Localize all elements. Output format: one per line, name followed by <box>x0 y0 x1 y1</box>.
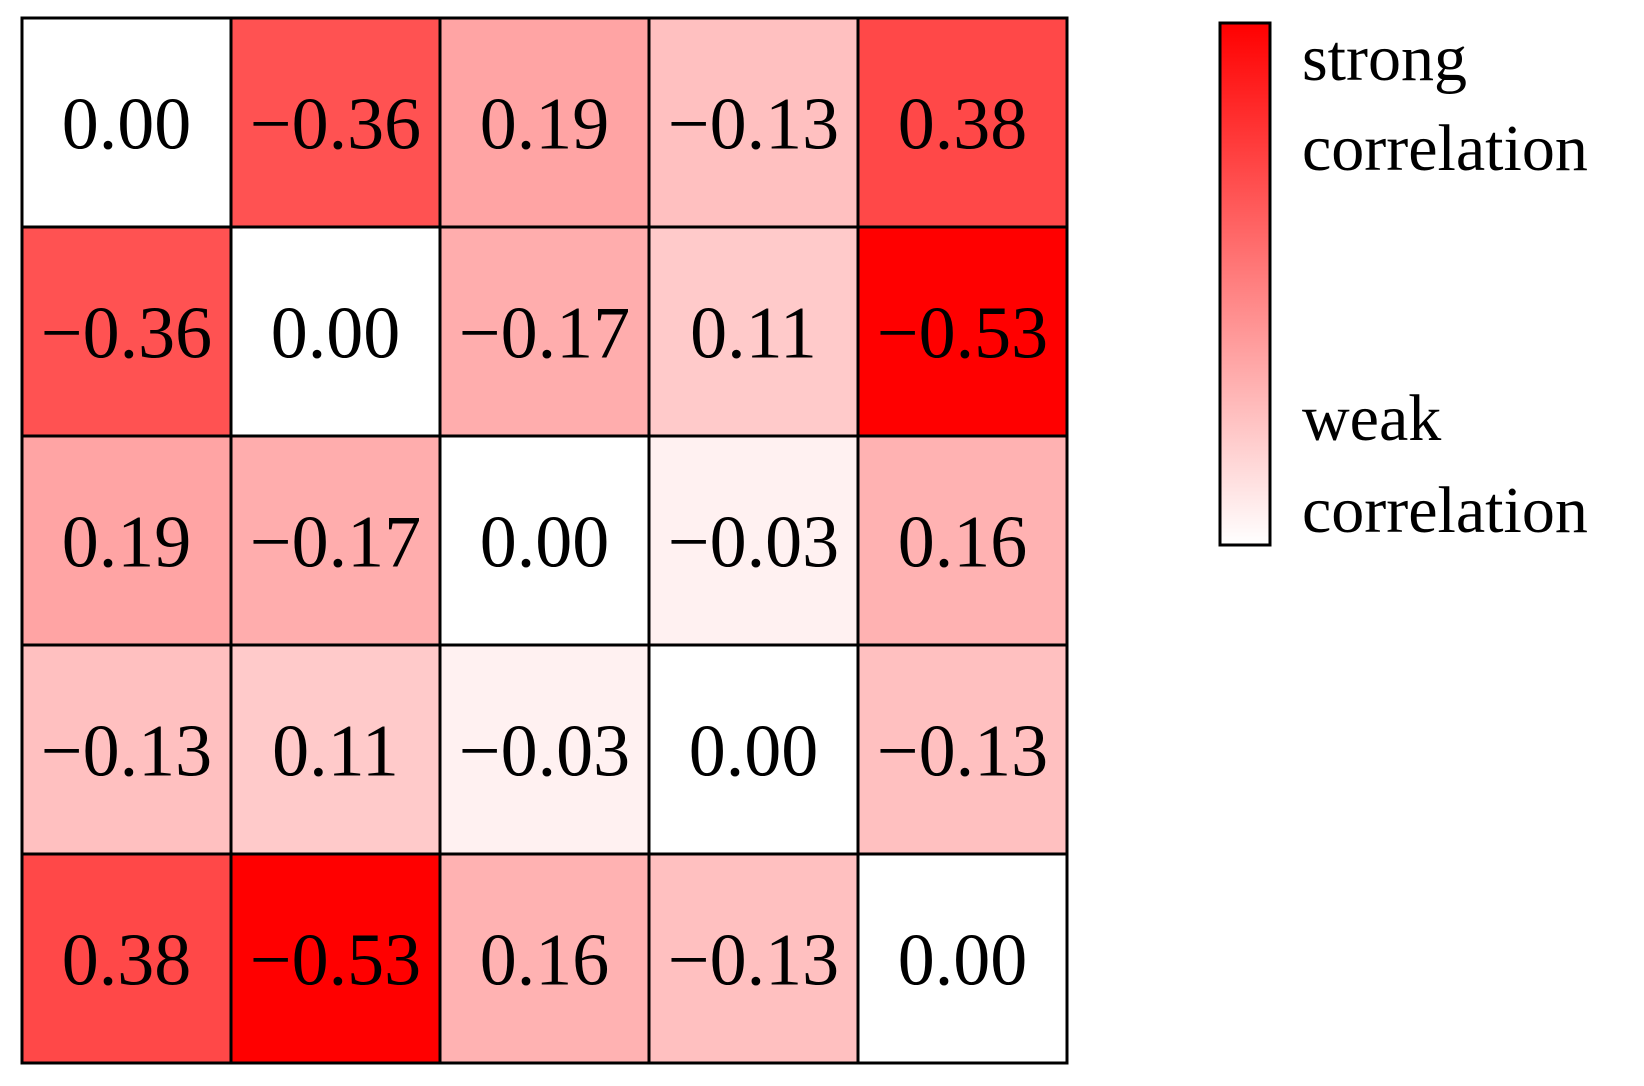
heatmap-cell-label-r2-c2: 0.00 <box>480 502 610 584</box>
heatmap-cell-r1-c4 <box>856 225 1069 438</box>
heatmap-cell-label-r2-c1: −0.17 <box>250 502 421 584</box>
heatmap-cell-r2-c1 <box>229 434 442 647</box>
heatmap-cell-label-r3-c4: −0.13 <box>877 711 1048 793</box>
legend-low-label-line2: correlation <box>1302 474 1588 547</box>
heatmap-cell-r3-c1 <box>229 643 442 856</box>
heatmap-cell-r0-c3 <box>647 16 860 229</box>
legend-low-label-line1: weak <box>1302 382 1441 455</box>
heatmap-cell-r2-c3 <box>647 434 860 647</box>
legend-high-label-line2: correlation <box>1302 112 1588 185</box>
heatmap-cell-r4-c4 <box>856 852 1069 1065</box>
heatmap-cell-r4-c2 <box>438 852 651 1065</box>
heatmap-cell-r3-c0 <box>20 643 233 856</box>
heatmap-cell-label-r4-c2: 0.16 <box>480 920 610 1002</box>
heatmap-cell-label-r4-c0: 0.38 <box>62 920 192 1002</box>
heatmap-cell-label-r3-c0: −0.13 <box>41 711 212 793</box>
heatmap-cell-r0-c1 <box>229 16 442 229</box>
heatmap-cell-label-r0-c0: 0.00 <box>62 84 192 166</box>
heatmap-cell-label-r2-c3: −0.03 <box>668 502 839 584</box>
heatmap-cell-label-r0-c4: 0.38 <box>898 84 1028 166</box>
heatmap-cell-label-r4-c4: 0.00 <box>898 920 1028 1002</box>
heatmap-cell-label-r4-c3: −0.13 <box>668 920 839 1002</box>
heatmap-cell-label-r3-c3: 0.00 <box>689 711 819 793</box>
color-legend: strong correlation weak correlation <box>1218 21 1588 547</box>
heatmap-cell-label-r2-c0: 0.19 <box>62 502 192 584</box>
heatmap-cell-r1-c0 <box>20 225 233 438</box>
heatmap-cell-label-r2-c4: 0.16 <box>898 502 1028 584</box>
heatmap-cell-label-r0-c2: 0.19 <box>480 84 610 166</box>
legend-colorbar <box>1218 21 1272 547</box>
heatmap-cell-label-r3-c2: −0.03 <box>459 711 630 793</box>
heatmap-cell-r1-c2 <box>438 225 651 438</box>
legend-high-label-line1: strong <box>1302 22 1467 95</box>
heatmap-cell-label-r1-c3: 0.11 <box>690 293 817 375</box>
heatmap-cell-label-r1-c4: −0.53 <box>877 293 1048 375</box>
heatmap-cell-label-r1-c2: −0.17 <box>459 293 630 375</box>
heatmap-cell-label-r3-c1: 0.11 <box>272 711 399 793</box>
heatmap-cell-label-r0-c1: −0.36 <box>250 84 421 166</box>
heatmap-cell-label-r4-c1: −0.53 <box>250 920 421 1002</box>
heatmap-cell-r0-c2 <box>438 16 651 229</box>
heatmap-cell-r4-c0 <box>20 852 233 1065</box>
heatmap-cell-r3-c2 <box>438 643 651 856</box>
heatmap-cell-label-r1-c0: −0.36 <box>41 293 212 375</box>
heatmap-grid: 0.00 −0.36 0.19 −0.13 0.38 −0.36 0.00 −0.17 0.11… <box>20 16 1069 1065</box>
heatmap-cell-r4-c1 <box>229 852 442 1065</box>
heatmap-cell-r0-c0 <box>20 16 233 229</box>
heatmap-cell-r3-c3 <box>647 643 860 856</box>
heatmap-cell-r2-c4 <box>856 434 1069 647</box>
heatmap-cell-label-r0-c3: −0.13 <box>668 84 839 166</box>
heatmap-cell-r3-c4 <box>856 643 1069 856</box>
heatmap-cell-label-r1-c1: 0.00 <box>271 293 401 375</box>
